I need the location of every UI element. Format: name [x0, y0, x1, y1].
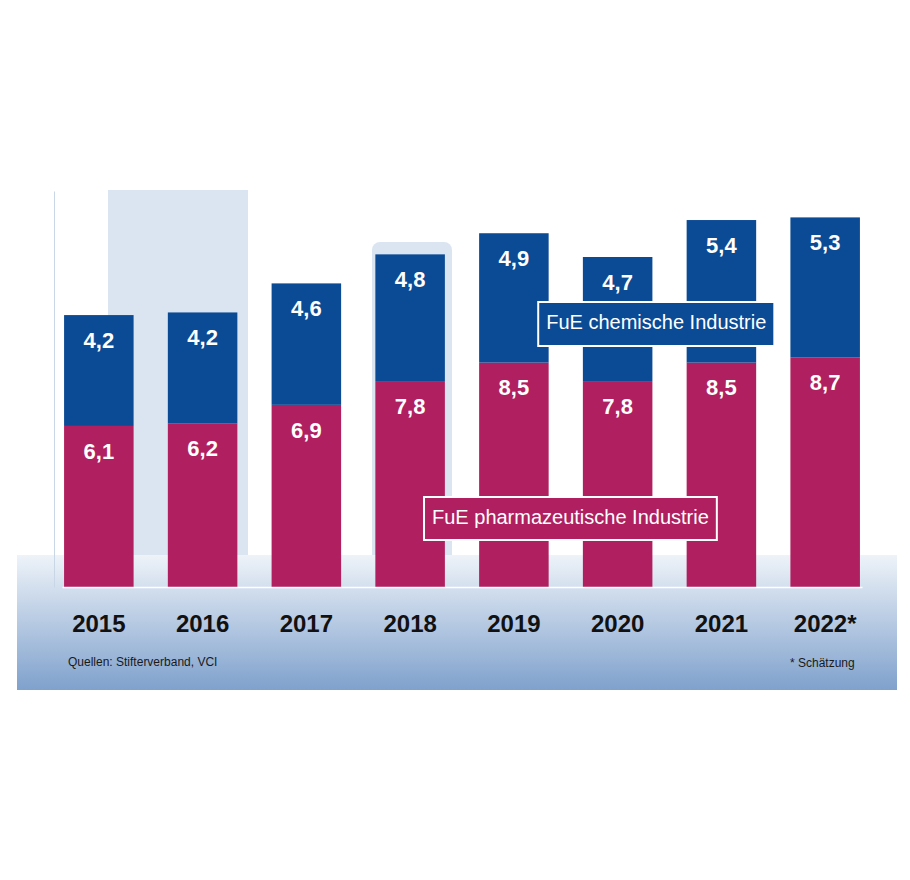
data-label: 4,6 [291, 296, 322, 321]
bar-segment [375, 381, 445, 587]
x-tick: 2016 [176, 587, 229, 637]
data-label: 8,7 [810, 370, 841, 395]
y-axis [54, 192, 55, 588]
data-label: 6,1 [84, 439, 115, 464]
x-tick-label: 2018 [383, 610, 436, 637]
decor-band [17, 555, 897, 690]
series-label-box [538, 302, 774, 346]
series-label: FuE pharmazeutische Industrie [424, 497, 717, 540]
data-label: 8,5 [499, 375, 530, 400]
x-axis: 2015 2016 2017 2018 2019 2020 2021 2022* [63, 587, 863, 637]
series-label-box [424, 497, 717, 540]
x-tick-label: 2022* [794, 610, 857, 637]
x-tick: 2017 [280, 587, 333, 637]
data-label: 7,8 [395, 394, 426, 419]
series-label-text: FuE chemische Industrie [546, 311, 766, 333]
bar-segment [583, 381, 653, 587]
bar-segment [64, 426, 134, 587]
data-label: 4,9 [499, 246, 530, 271]
bars [64, 217, 860, 587]
data-label: 4,8 [395, 267, 426, 292]
x-axis-line [63, 587, 863, 589]
x-tick: 2021 [695, 587, 748, 637]
x-tick-label: 2019 [487, 610, 540, 637]
x-tick-label: 2021 [695, 610, 748, 637]
bar-segment [479, 363, 549, 587]
data-label: 4,2 [187, 325, 218, 350]
data-label: 5,3 [810, 230, 841, 255]
bar-segment [790, 217, 860, 357]
data-label: 8,5 [706, 375, 737, 400]
x-tick: 2019 [487, 587, 540, 637]
bar-segment [375, 254, 445, 381]
series-label: FuE chemische Industrie [538, 302, 774, 346]
bar-segment [272, 405, 342, 587]
x-tick: 2022* [794, 587, 857, 637]
chart: 6,1 6,2 6,9 7,8 8,5 7,8 8,5 8,7 4,2 4,2 4,6 4,8 4,9 4… [0, 0, 910, 880]
bar-segment [64, 315, 134, 426]
x-tick: 2020 [591, 587, 644, 637]
bar-segment [168, 423, 238, 587]
footnote: * Schätzung [790, 656, 855, 670]
source-note: Quellen: Stifterverband, VCI [68, 655, 217, 669]
bar-segment [168, 312, 238, 423]
background [17, 190, 897, 690]
y-axis-line [54, 192, 55, 588]
x-tick-label: 2020 [591, 610, 644, 637]
data-labels: 6,1 6,2 6,9 7,8 8,5 7,8 8,5 8,7 4,2 4,2 4,6 4,8 4,9 4… [84, 230, 841, 464]
data-label: 4,2 [84, 328, 115, 353]
data-label: 4,7 [602, 270, 633, 295]
bar-segment [790, 357, 860, 587]
x-tick: 2015 [72, 587, 125, 637]
data-label: 7,8 [602, 394, 633, 419]
bar-segment [687, 363, 757, 587]
bar-segment [272, 283, 342, 404]
data-label: 6,9 [291, 418, 322, 443]
x-tick-label: 2015 [72, 610, 125, 637]
data-label: 5,4 [706, 233, 737, 258]
x-tick-label: 2017 [280, 610, 333, 637]
x-tick-label: 2016 [176, 610, 229, 637]
x-tick: 2018 [383, 587, 436, 637]
data-label: 6,2 [187, 436, 218, 461]
series-label-text: FuE pharmazeutische Industrie [432, 506, 709, 528]
